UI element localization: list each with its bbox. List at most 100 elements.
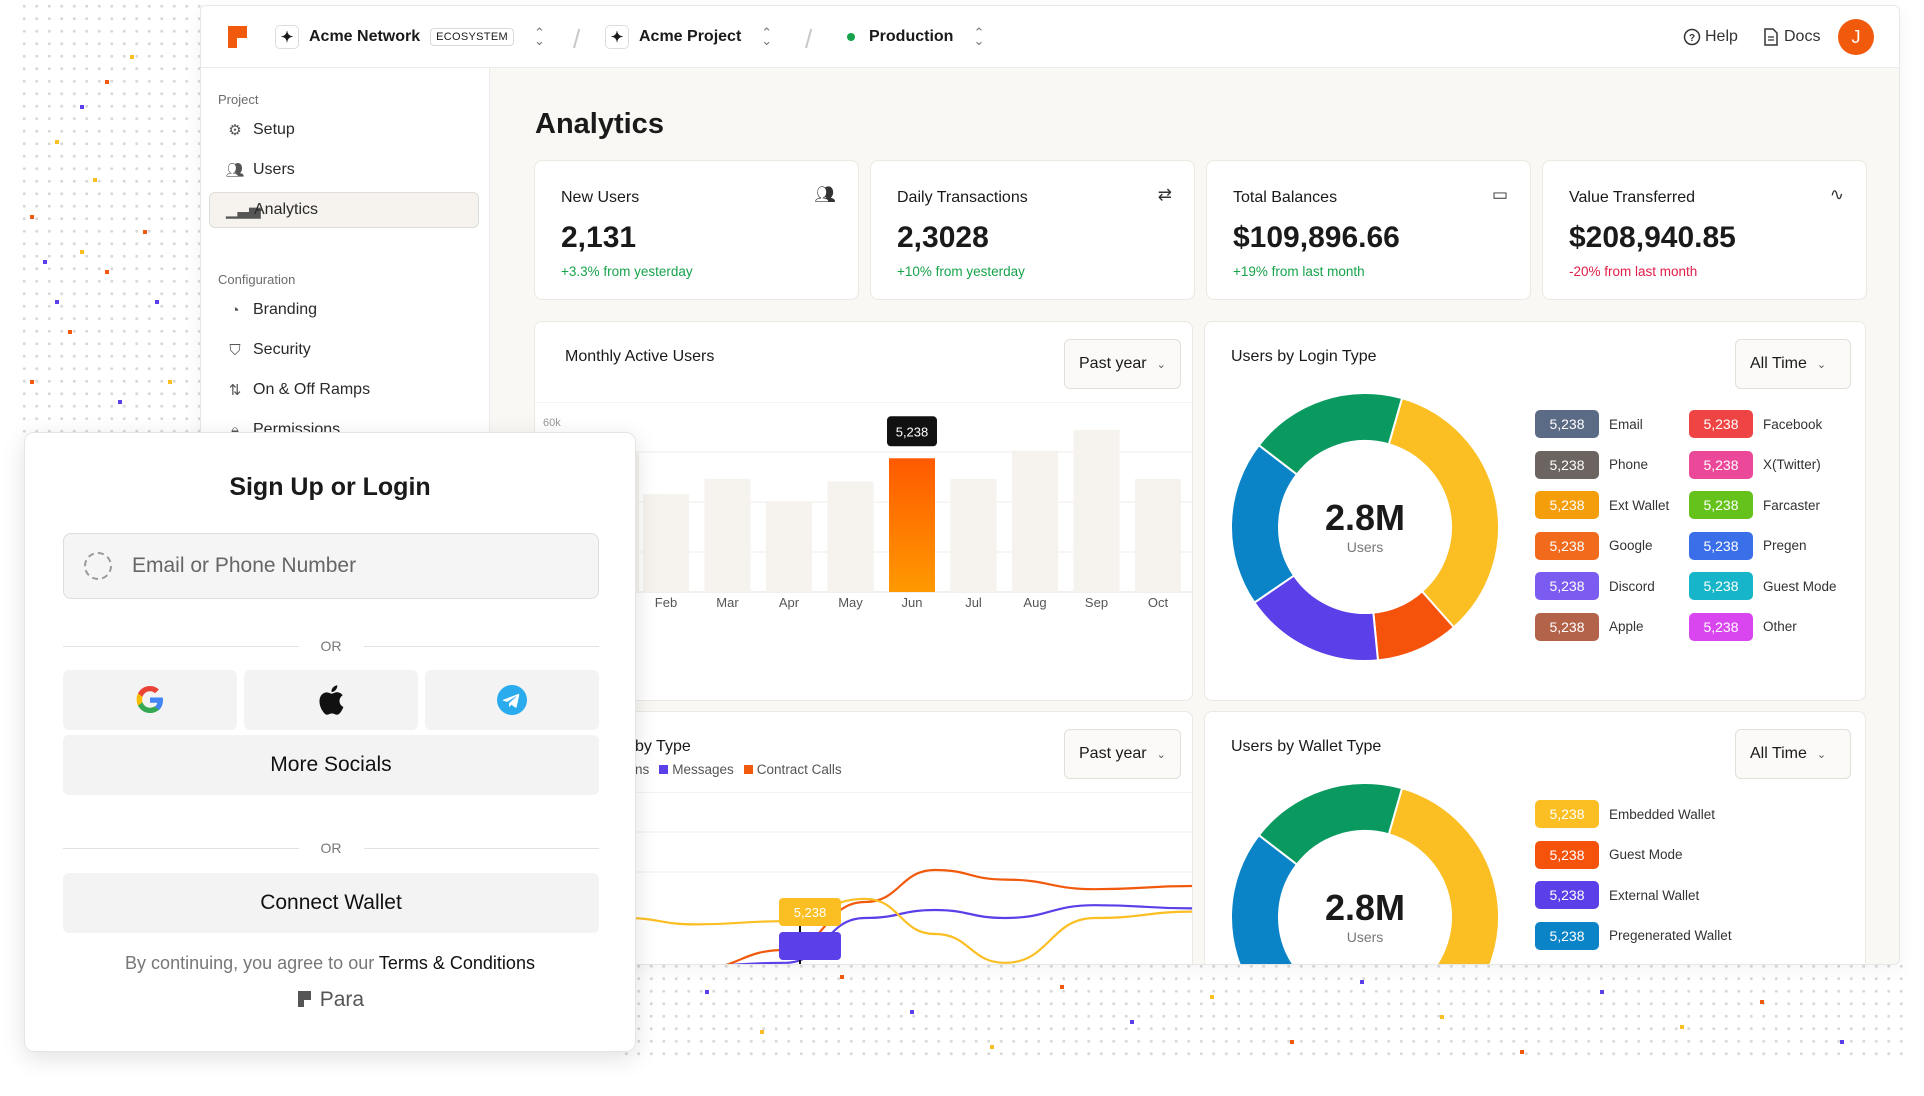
- email-placeholder: Email or Phone Number: [132, 554, 357, 577]
- legend-item: 5,238 Embedded Wallet: [1535, 800, 1715, 828]
- help-label: Help: [1705, 28, 1738, 45]
- legend-label: Ext Wallet: [1609, 497, 1670, 513]
- dot-pattern-left: [18, 0, 208, 440]
- accent-dot: [910, 1010, 914, 1014]
- legend-value-pill: 5,238: [1535, 921, 1599, 950]
- wallet-type-range-dropdown[interactable]: All Time ⌄: [1735, 729, 1851, 779]
- line-tooltip: [779, 932, 841, 960]
- legend-item-contract-calls: Contract Calls: [756, 762, 842, 777]
- project-selector[interactable]: ✦ Acme Project ⌃ ⌄: [605, 6, 772, 68]
- main-content: Analytics New Users 👥︎ 2,131 +3.3% from …: [490, 68, 1899, 965]
- accent-dot: [155, 300, 159, 304]
- legend-value-pill: 5,238: [1689, 491, 1753, 519]
- breadcrumb-separator: /: [573, 24, 581, 54]
- legend-item: 5,238 Email: [1535, 410, 1643, 438]
- y-tick-label: 60k: [543, 417, 561, 429]
- donut-slice[interactable]: [1387, 786, 1500, 965]
- sidebar-item-branding[interactable]: ◔ Branding: [209, 292, 479, 328]
- topbar: ✦ Acme Network ECOSYSTEM ⌃ ⌄ / ✦ Acme Pro…: [201, 6, 1899, 68]
- accent-dot: [1840, 1040, 1844, 1044]
- accent-dot: [43, 260, 47, 264]
- sidebar-item-setup[interactable]: ⚙ Setup: [209, 112, 479, 148]
- accent-dot: [1520, 1050, 1524, 1054]
- bar-feb[interactable]: [643, 494, 689, 592]
- legend-item: 5,238 Ext Wallet: [1535, 491, 1669, 519]
- donut-slice[interactable]: [1387, 396, 1500, 629]
- chevron-down-icon: ⌄: [1816, 748, 1827, 761]
- x-tick-label: May: [838, 595, 863, 610]
- sidebar-item-label: On & Off Ramps: [253, 381, 371, 398]
- third-series-line[interactable]: [624, 897, 1193, 964]
- stat-title: Total Balances: [1233, 189, 1338, 206]
- tx-type-range-dropdown[interactable]: Past year ⌄: [1064, 729, 1181, 779]
- legend-label: Pregen: [1763, 538, 1807, 553]
- network-selector[interactable]: ✦ Acme Network ECOSYSTEM ⌃ ⌄: [275, 6, 545, 68]
- accent-dot: [80, 105, 84, 109]
- updown-chevron-icon: ⌃ ⌄: [973, 25, 985, 48]
- accent-dot: [80, 250, 84, 254]
- legend-label: X(Twitter): [1763, 457, 1821, 472]
- arrows-updown-icon: ⇅: [228, 382, 242, 399]
- network-name: Acme Network: [309, 28, 421, 45]
- sidebar-item-label: Setup: [253, 121, 295, 138]
- docs-link[interactable]: Docs: [1763, 6, 1820, 68]
- stat-card: Daily Transactions ⇄ 2,3028 +10% from ye…: [870, 160, 1195, 300]
- login-type-range-dropdown[interactable]: All Time ⌄: [1735, 339, 1851, 389]
- tx-type-card: by Type ns Messages Contract Calls Past …: [534, 711, 1193, 965]
- sidebar-item-analytics[interactable]: ▁▃▅ Analytics: [209, 192, 479, 228]
- accent-dot: [840, 975, 844, 979]
- legend-item: 5,238 Pregenerated Wallet: [1535, 921, 1732, 950]
- sidebar-item-ramps[interactable]: ⇅ On & Off Ramps: [209, 372, 479, 408]
- telegram-login-button[interactable]: [425, 670, 599, 730]
- gear-icon: ⚙: [228, 122, 242, 139]
- bar-tooltip: [887, 416, 937, 447]
- accent-dot: [760, 1030, 764, 1034]
- legend-item: 5,238 Other: [1689, 612, 1797, 641]
- bar-sep[interactable]: [1073, 430, 1120, 592]
- avatar[interactable]: J: [1838, 19, 1874, 55]
- legend-swatch: [659, 765, 669, 774]
- legend-item-messages: Messages: [672, 762, 734, 777]
- line-tooltip: [779, 898, 841, 926]
- google-icon: [136, 686, 163, 713]
- legend-value-pill: 5,238: [1689, 612, 1753, 641]
- legend-item: 5,238 Google: [1535, 531, 1653, 560]
- help-link[interactable]: ? Help: [1683, 6, 1738, 68]
- sidebar-item-label: Security: [253, 341, 311, 358]
- mau-range-dropdown[interactable]: Past year ⌄: [1064, 339, 1181, 389]
- email-phone-input[interactable]: Email or Phone Number: [63, 533, 599, 599]
- stat-title: Daily Transactions: [897, 189, 1028, 206]
- sidebar-item-users[interactable]: 👥︎ Users: [209, 152, 479, 188]
- para-logo[interactable]: [225, 6, 251, 68]
- terms-prefix: By continuing, you agree to our: [125, 953, 379, 973]
- donut-slice[interactable]: [1257, 392, 1404, 476]
- terms-link[interactable]: Terms & Conditions: [378, 953, 535, 973]
- bar-oct[interactable]: [1135, 478, 1181, 592]
- bar-jun[interactable]: [889, 458, 935, 592]
- donut-slice[interactable]: [1257, 782, 1404, 866]
- messages-line[interactable]: [625, 904, 1193, 965]
- legend-item: 5,238 Phone: [1535, 450, 1648, 479]
- bar-mar[interactable]: [704, 478, 751, 592]
- donut-center-label: Users: [1346, 539, 1384, 555]
- apple-login-button[interactable]: [244, 670, 418, 730]
- legend-value-pill: 5,238: [1689, 450, 1753, 479]
- environment-selector[interactable]: Production ⌃ ⌄: [847, 6, 984, 68]
- accent-dot: [1600, 990, 1604, 994]
- sparkle-icon: ✦: [605, 25, 629, 49]
- sidebar-item-security[interactable]: ⛉ Security: [209, 332, 479, 368]
- bar-may[interactable]: [827, 481, 874, 592]
- bar-jul[interactable]: [950, 478, 997, 592]
- more-socials-button[interactable]: More Socials: [63, 735, 599, 795]
- tx-type-line-chart: 5,238: [535, 792, 1193, 965]
- bar-aug[interactable]: [1012, 450, 1058, 592]
- accent-dot: [1680, 1025, 1684, 1029]
- chevron-down-icon: ⌄: [1156, 358, 1166, 371]
- connect-wallet-button[interactable]: Connect Wallet: [63, 873, 599, 933]
- section-label-project: Project: [218, 92, 259, 107]
- google-login-button[interactable]: [63, 670, 237, 730]
- bar-apr[interactable]: [766, 502, 812, 592]
- contract-calls-line[interactable]: [625, 868, 1193, 965]
- donut-center-value: 2.8M: [1324, 497, 1406, 538]
- legend-value-pill: 5,238: [1535, 531, 1599, 560]
